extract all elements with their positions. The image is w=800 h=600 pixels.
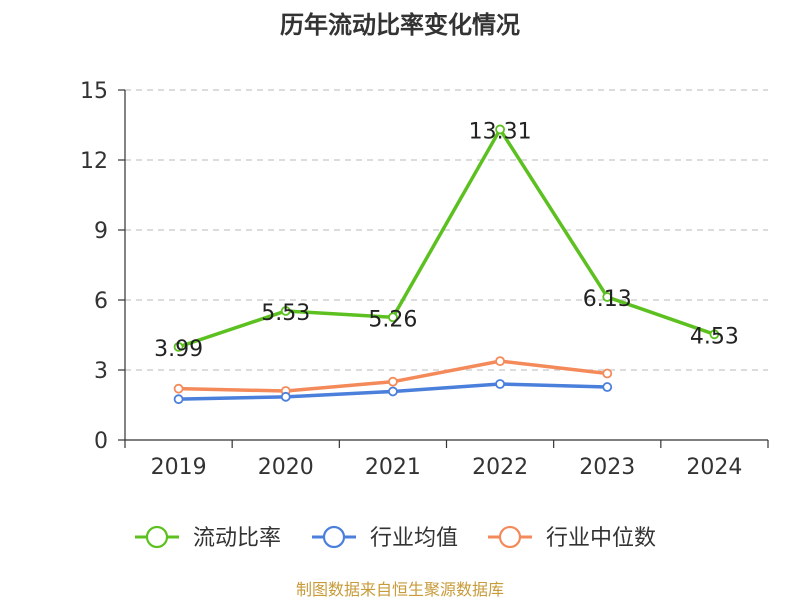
legend-swatch-marker [322, 525, 346, 549]
data-point [280, 306, 291, 316]
x-tick-label: 2024 [686, 455, 742, 480]
y-tick-label: 12 [80, 149, 108, 174]
legend-swatch-marker [498, 525, 522, 549]
data-point [495, 379, 505, 389]
data-point [173, 383, 184, 394]
data-label: 4.53 [690, 324, 739, 349]
legend-item[interactable]: 行业中位数 [488, 525, 656, 551]
chart-title: 历年流动比率变化情况 [280, 11, 520, 39]
y-tick-label: 6 [94, 289, 108, 314]
data-point [173, 341, 184, 352]
legend-swatch-marker [145, 525, 169, 549]
legend-label: 行业均值 [370, 526, 458, 551]
data-point [388, 386, 398, 397]
legend-label: 行业中位数 [546, 526, 656, 551]
data-labels: 3.99 5.53 5.26 13.31 6.13 4.53 [154, 119, 739, 361]
data-label: 3.99 [154, 337, 203, 362]
x-tick-label: 2019 [151, 455, 207, 480]
y-tick-label: 0 [94, 429, 108, 454]
data-point [602, 382, 613, 392]
y-tick-label: 9 [94, 219, 108, 244]
data-point [495, 124, 505, 135]
data-label: 5.26 [368, 307, 417, 332]
series [173, 124, 720, 405]
x-tick-label: 2020 [258, 455, 314, 480]
series-line [178, 127, 715, 349]
data-label: 13.31 [469, 119, 532, 144]
legend-item[interactable]: 流动比率 [135, 525, 281, 551]
y-tick-label: 3 [94, 359, 108, 384]
data-point [602, 292, 613, 302]
grid [125, 89, 768, 371]
data-point [602, 368, 613, 379]
x-tick-label: 2021 [365, 455, 421, 480]
axes: 0 3 6 9 12 15 2019 2020 2021 2022 2023 2024 [80, 79, 769, 480]
data-point [388, 312, 398, 323]
data-point [280, 391, 291, 402]
x-tick-label: 2022 [472, 455, 528, 480]
legend-label: 流动比率 [193, 526, 281, 551]
data-label: 6.13 [583, 287, 632, 312]
legend[interactable]: 流动比率 行业均值 行业中位数 [135, 525, 656, 551]
source-note: 制图数据来自恒生聚源数据库 [296, 580, 504, 599]
data-point [709, 329, 720, 340]
data-point [173, 394, 184, 405]
y-tick-label: 15 [80, 79, 108, 104]
legend-item[interactable]: 行业均值 [312, 525, 458, 551]
data-point [495, 356, 505, 367]
data-label: 5.53 [261, 301, 310, 326]
x-tick-label: 2023 [579, 455, 635, 480]
data-point [388, 376, 398, 387]
